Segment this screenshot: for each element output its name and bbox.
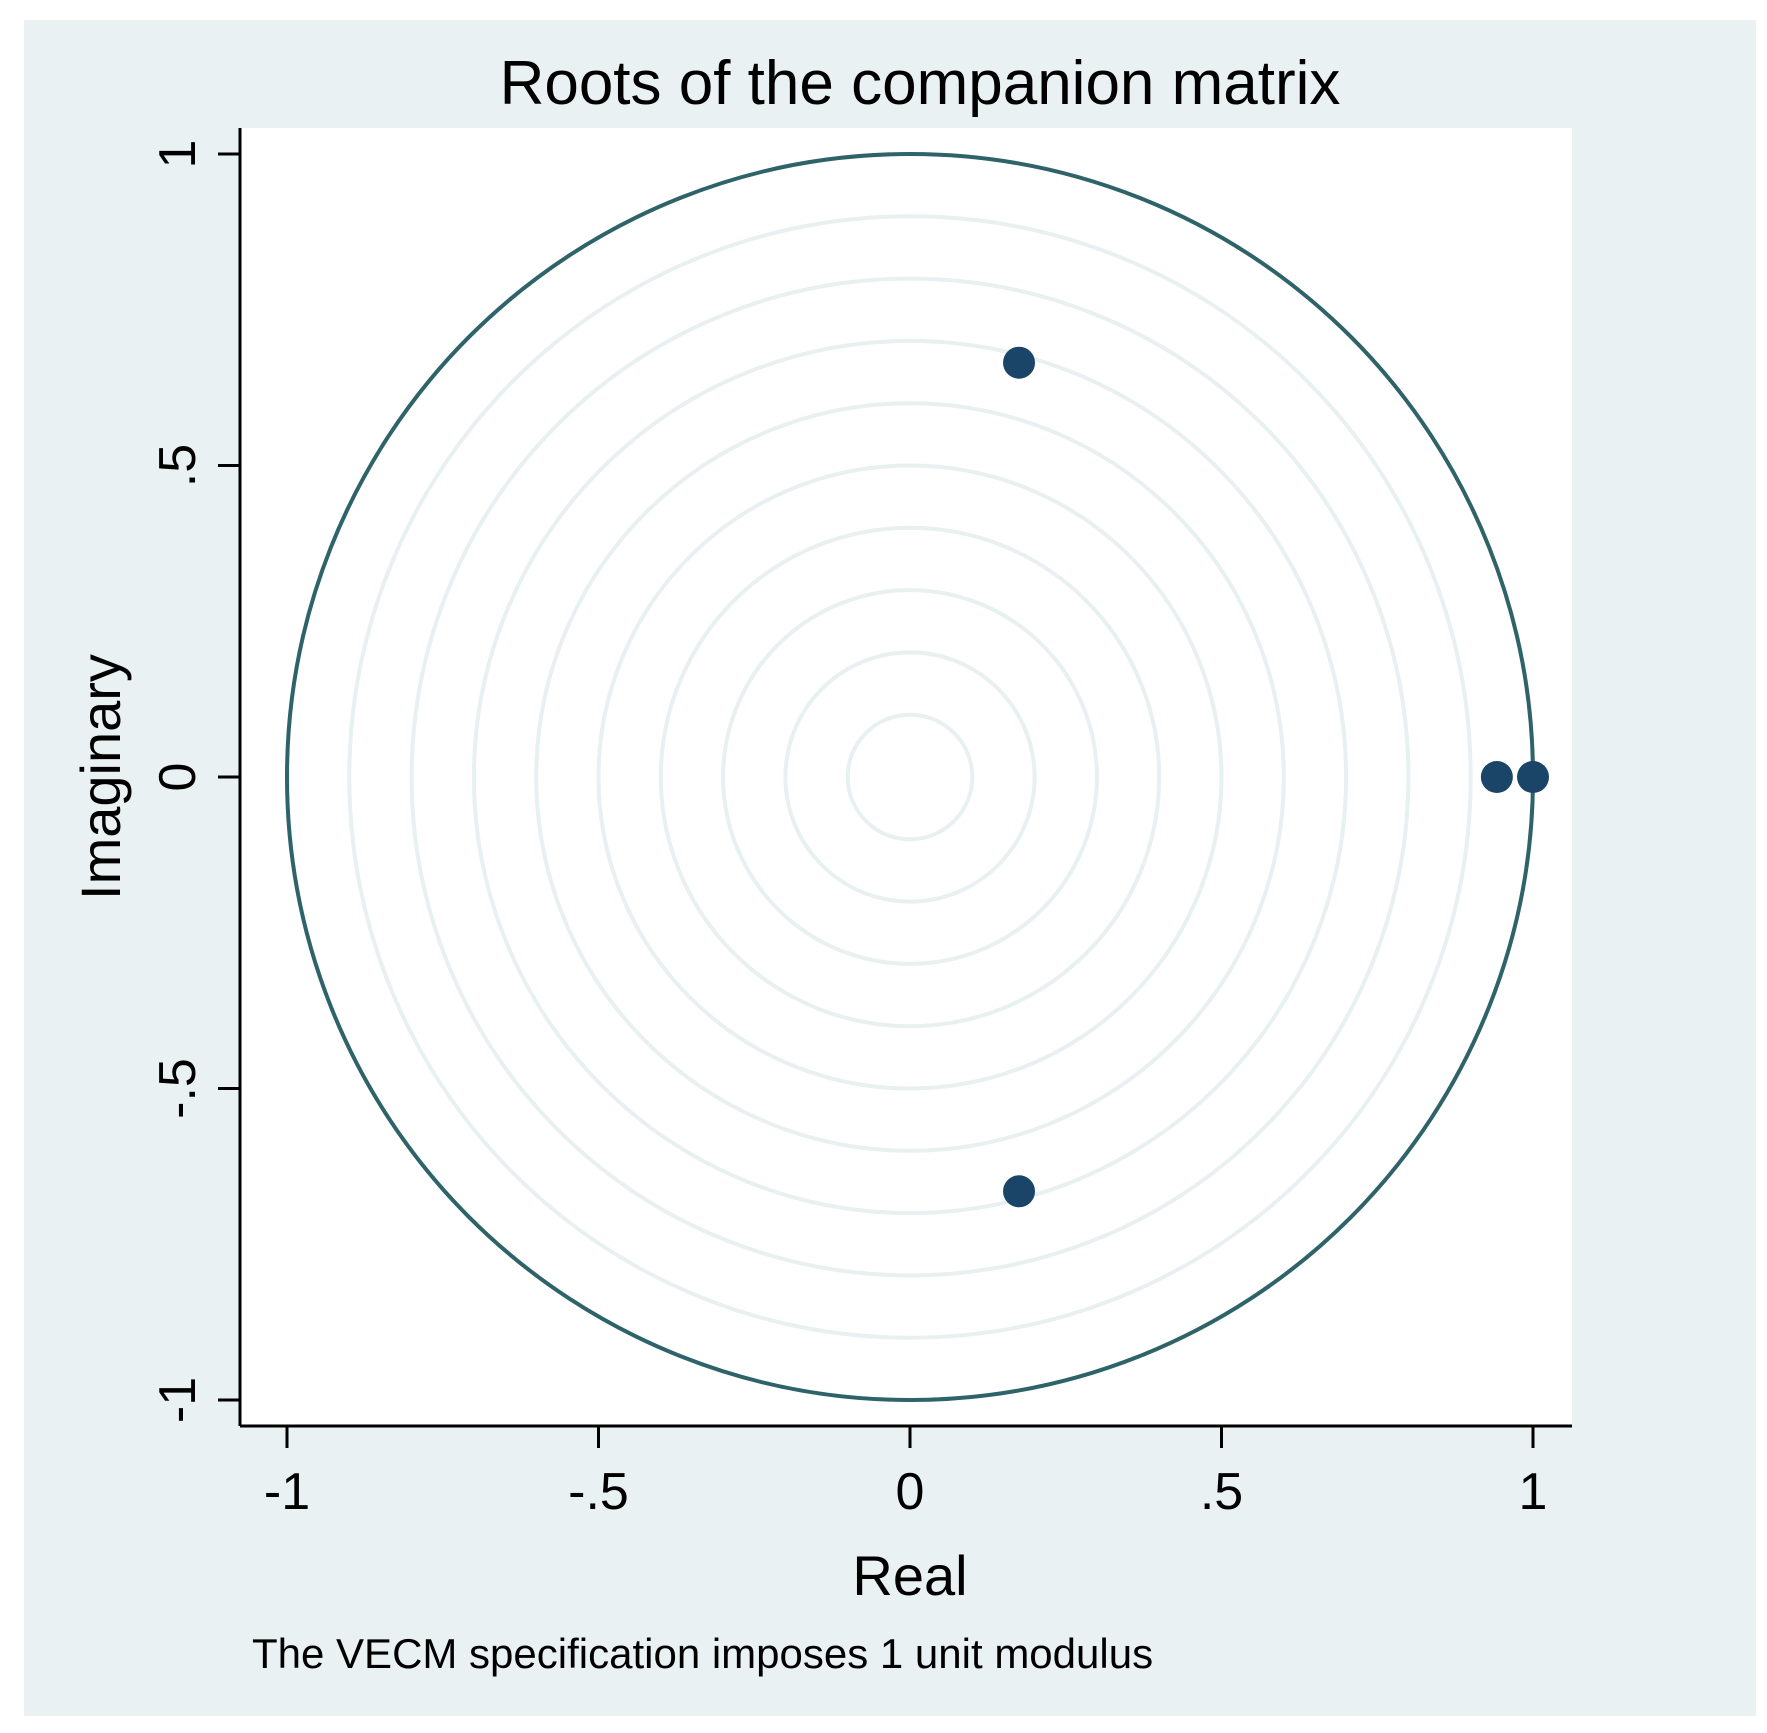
reference-circle <box>721 588 1099 966</box>
reference-circle <box>596 463 1224 1091</box>
chart-note: The VECM specification imposes 1 unit mo… <box>252 1630 1153 1677</box>
reference-circle <box>534 401 1286 1153</box>
y-axis-title: Imaginary <box>69 654 132 900</box>
y-tick-label: -1 <box>149 1377 207 1423</box>
reference-circle <box>347 214 1473 1340</box>
reference-circles <box>347 214 1473 1340</box>
reference-circle <box>845 712 975 842</box>
x-tick-label: -1 <box>264 1463 310 1521</box>
y-tick-label: 0 <box>149 763 207 792</box>
chart-title: Roots of the companion matrix <box>500 49 1341 118</box>
reference-circle <box>658 525 1162 1029</box>
root-point <box>1003 346 1036 379</box>
x-axis-title: Real <box>852 1544 967 1607</box>
root-point <box>1517 761 1549 793</box>
y-axis-ticks: -1 -.5 0 .5 1 <box>149 140 240 1423</box>
x-tick-label: 1 <box>1519 1463 1548 1521</box>
x-axis-ticks: -1 -.5 0 .5 1 <box>264 1426 1548 1521</box>
root-points <box>1003 346 1549 1208</box>
root-point <box>1480 761 1513 793</box>
plot-area <box>240 128 1572 1426</box>
root-point <box>1003 1175 1036 1208</box>
y-tick-label: .5 <box>149 444 207 487</box>
y-tick-label: -.5 <box>149 1058 207 1119</box>
y-tick-label: 1 <box>149 140 207 169</box>
reference-circle <box>471 338 1349 1216</box>
x-tick-label: 0 <box>896 1463 925 1521</box>
reference-circle <box>409 276 1411 1278</box>
reference-circle <box>783 650 1037 904</box>
x-tick-label: .5 <box>1200 1463 1243 1521</box>
x-tick-label: -.5 <box>568 1463 629 1521</box>
